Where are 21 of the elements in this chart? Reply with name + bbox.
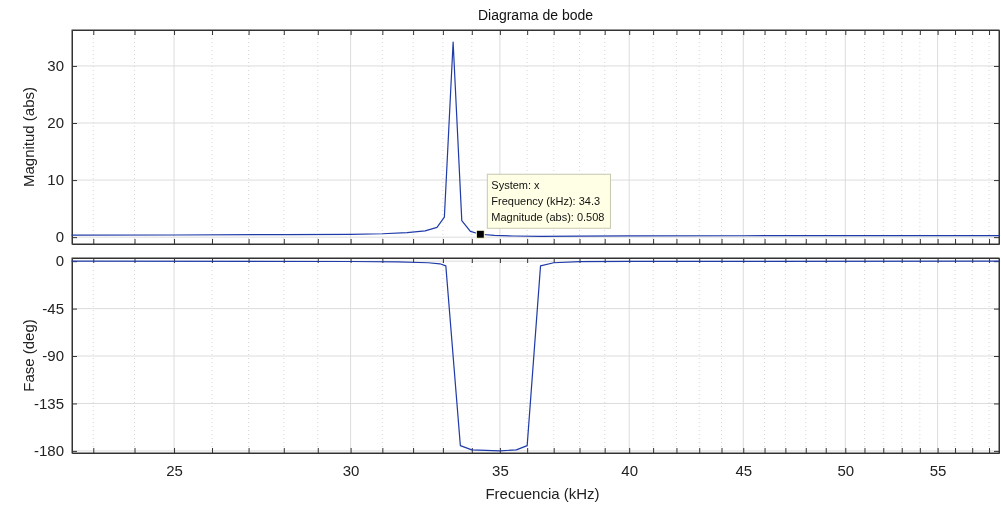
y-tick-label: 10 xyxy=(47,171,64,189)
x-tick-label: 25 xyxy=(166,461,183,479)
y-tick-label: -45 xyxy=(42,299,64,317)
annotation: System: x Frequency (kHz): 34.3 Magnitude (abs): 0.508 xyxy=(491,179,605,224)
x-tick-label: 40 xyxy=(621,461,639,479)
y-tick-label: 20 xyxy=(47,114,64,132)
y-tick-label: 30 xyxy=(47,57,64,75)
chart-title: Diagrama de bode xyxy=(477,7,594,23)
x-axis-title: Frecuencia (kHz) xyxy=(485,485,600,502)
x-tick-label: 30 xyxy=(342,461,360,479)
y-tick-label: 0 xyxy=(55,252,64,270)
y-tick-label: -135 xyxy=(33,394,64,412)
y-tick-label: -180 xyxy=(33,442,64,460)
x-tick-label: 55 xyxy=(929,461,947,479)
y-tick-label: -90 xyxy=(42,347,64,365)
y-tick-label: 0 xyxy=(55,228,64,246)
x-tick-label: 35 xyxy=(492,461,509,479)
x-tick-label: 50 xyxy=(837,461,855,479)
x-tick-label: 45 xyxy=(735,461,753,479)
y-axis-title: Fase (deg) xyxy=(20,319,37,392)
y-axis-title: Magnitud (abs) xyxy=(20,86,37,188)
